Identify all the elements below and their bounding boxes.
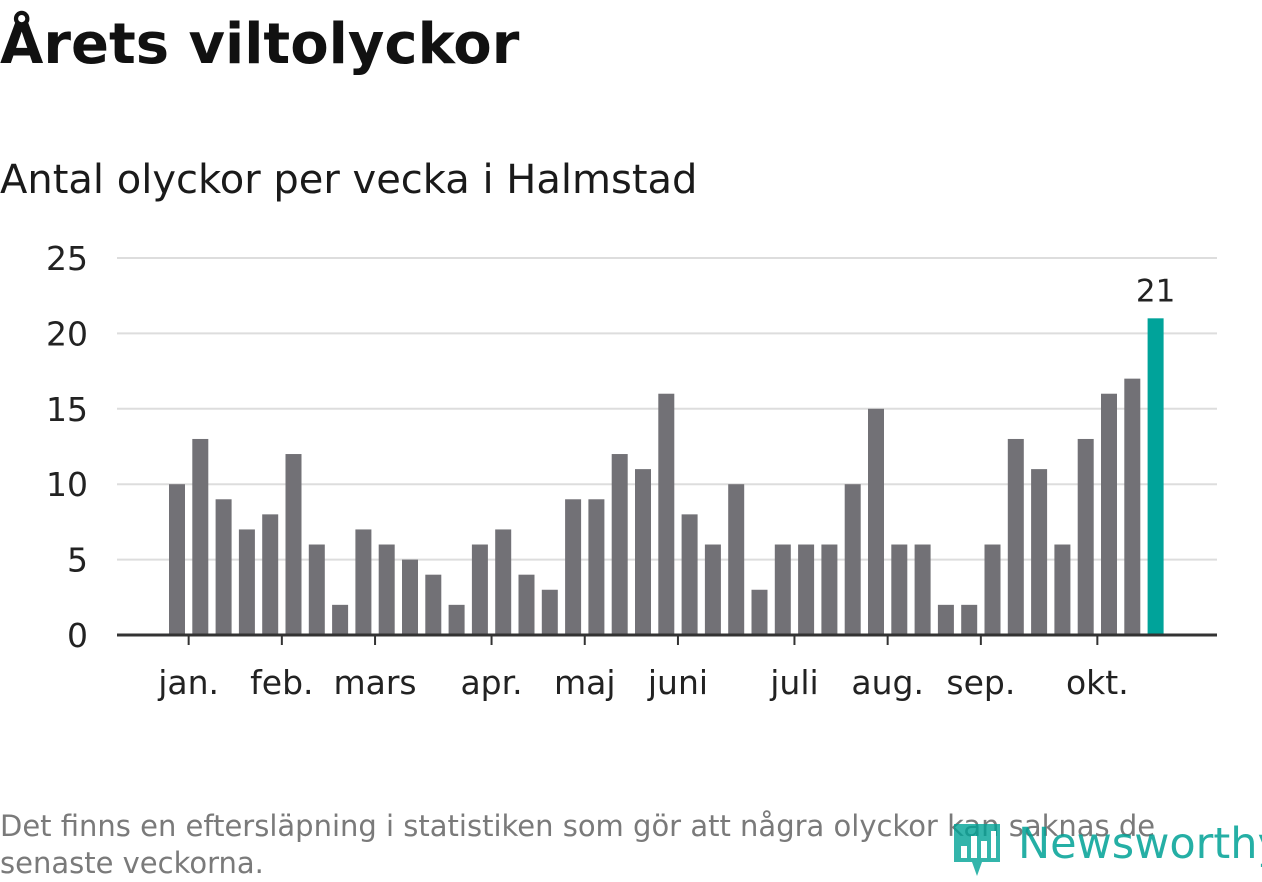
y-tick-label: 0 — [67, 616, 88, 655]
x-tick-label: okt. — [1066, 663, 1129, 702]
bar — [262, 514, 279, 635]
bar — [1031, 469, 1048, 635]
bar — [192, 438, 209, 635]
bar — [1124, 378, 1141, 635]
bar — [565, 499, 582, 635]
bar — [844, 484, 861, 635]
bar — [635, 469, 651, 635]
bar-chart-logo-icon — [954, 824, 1000, 876]
bar — [495, 529, 512, 635]
bar-highlight — [1147, 318, 1164, 635]
brand-name: Newsworthy — [1018, 819, 1262, 869]
x-tick-label: jan. — [157, 663, 219, 702]
y-axis-tick-labels: 0 5 10 15 20 25 — [46, 239, 88, 655]
y-tick-label: 10 — [46, 465, 88, 504]
bar-chart: 0 5 10 15 20 25 jan. feb. mars apr. maj juni juli au… — [46, 239, 1217, 702]
chart-subtitle: Antal olyckor per vecka i Halmstad — [0, 157, 698, 203]
bar — [1101, 393, 1117, 635]
x-axis-ticks: jan. feb. mars apr. maj juni juli aug. sep. okt. — [157, 635, 1129, 702]
x-tick-label: mars — [333, 663, 416, 702]
bar — [984, 544, 1001, 635]
x-tick-label: juli — [769, 663, 818, 702]
bar — [798, 544, 815, 635]
bar — [308, 544, 325, 635]
bar — [937, 604, 954, 635]
bar — [518, 574, 535, 635]
bar — [868, 408, 884, 635]
bar — [751, 589, 768, 635]
bar — [332, 604, 349, 635]
x-tick-label: feb. — [250, 663, 313, 702]
bar — [402, 559, 418, 635]
x-tick-label: maj — [554, 663, 616, 702]
bar — [378, 544, 395, 635]
data-labels: 21 — [1136, 273, 1175, 309]
bar — [169, 484, 185, 635]
data-label-highlight: 21 — [1136, 273, 1175, 309]
bar — [1077, 438, 1094, 635]
y-tick-label: 20 — [46, 314, 88, 353]
y-tick-label: 15 — [46, 390, 88, 429]
bar — [285, 454, 302, 635]
x-tick-label: sep. — [946, 663, 1015, 702]
bar — [238, 529, 255, 635]
bar — [1054, 544, 1071, 635]
bar — [541, 589, 558, 635]
bars — [117, 318, 1217, 637]
bar — [961, 604, 978, 635]
bar — [774, 544, 791, 635]
x-tick-label: apr. — [460, 663, 522, 702]
newsworthy-logo[interactable]: Newsworthy — [952, 816, 1262, 876]
bar — [821, 544, 838, 635]
bar — [681, 514, 698, 635]
bar — [611, 454, 628, 635]
bar — [448, 604, 465, 635]
bar — [704, 544, 721, 635]
bar — [658, 393, 675, 635]
x-tick-label: aug. — [851, 663, 924, 702]
bar — [914, 544, 931, 635]
bar — [588, 499, 605, 635]
bar — [891, 544, 908, 635]
y-tick-label: 5 — [67, 541, 88, 580]
bar — [728, 484, 745, 635]
bar — [425, 574, 442, 635]
bar — [355, 529, 372, 635]
y-tick-label: 25 — [46, 239, 88, 278]
bar — [1007, 438, 1024, 635]
chart-title: Årets viltolyckor — [0, 12, 520, 77]
bar — [471, 544, 488, 635]
bar — [215, 499, 232, 635]
x-tick-label: juni — [647, 663, 708, 702]
